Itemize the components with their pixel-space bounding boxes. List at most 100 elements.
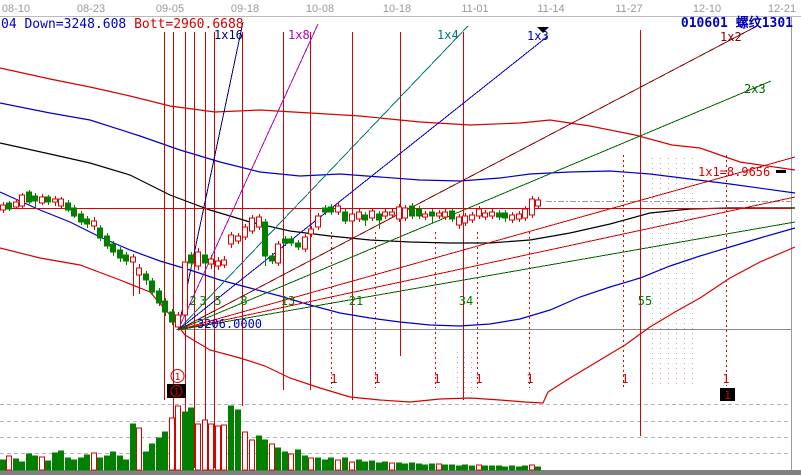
fan-label: 1x8 xyxy=(288,28,310,42)
candle xyxy=(104,235,110,247)
volume-bar xyxy=(315,457,321,471)
circled-one-marker[interactable] xyxy=(170,369,185,383)
candle xyxy=(288,238,294,244)
candle xyxy=(97,227,103,239)
candle xyxy=(32,195,38,202)
volume-bar xyxy=(117,455,123,471)
volume-bar xyxy=(516,466,522,471)
cycle-one-marker: 1 xyxy=(475,372,482,386)
volume-bar xyxy=(169,417,175,471)
volume-bar xyxy=(342,457,348,471)
candle xyxy=(342,211,348,222)
date-axis-label: 10-08 xyxy=(306,3,334,15)
volume-bar xyxy=(429,463,435,471)
candle xyxy=(449,210,455,220)
volume-bar xyxy=(242,431,248,471)
candle xyxy=(149,280,155,293)
fan-label: 1x1=8.9656 xyxy=(698,165,770,179)
volume-bar xyxy=(476,464,482,471)
fib-number: 21 xyxy=(349,294,363,308)
candle xyxy=(45,196,51,203)
candle xyxy=(175,314,181,328)
candle xyxy=(529,198,535,216)
date-axis-label: 08-23 xyxy=(77,3,105,15)
candle xyxy=(136,267,142,276)
volume-bar xyxy=(71,459,77,471)
candle xyxy=(71,207,77,217)
ma-line-upper-band xyxy=(0,67,796,171)
fib-number: 5 xyxy=(214,294,221,308)
candle xyxy=(26,191,32,203)
volume-bar xyxy=(52,452,58,471)
volume-bar xyxy=(26,453,32,471)
candle xyxy=(516,213,522,220)
fan-label: 2x3 xyxy=(744,82,766,96)
candle xyxy=(269,255,275,262)
candle xyxy=(162,300,168,313)
candle xyxy=(78,213,84,223)
candle xyxy=(389,211,395,216)
volume-bar xyxy=(195,423,201,471)
volume-bar xyxy=(302,455,308,471)
fan-label: 1x16 xyxy=(214,28,243,42)
svg-text:1: 1 xyxy=(174,388,179,398)
cycle-one-marker: 1 xyxy=(722,372,729,386)
candle xyxy=(462,215,468,224)
candle xyxy=(235,235,241,242)
candle xyxy=(476,208,482,217)
fan-label: 1x3 xyxy=(527,29,549,43)
volume-bar xyxy=(335,459,341,471)
top-triangle-marker[interactable] xyxy=(537,27,549,33)
candle xyxy=(39,196,45,204)
volume-bar xyxy=(356,459,362,471)
candle xyxy=(156,290,162,304)
volume-bar xyxy=(328,457,334,471)
fan-label: 1x2 xyxy=(720,30,742,44)
symbol-label: 010601 螺纹1301 xyxy=(680,16,793,31)
last-price-dash xyxy=(776,170,786,173)
candle xyxy=(436,212,442,217)
volume-bar xyxy=(97,457,103,471)
bottom-strip xyxy=(0,470,801,475)
candle xyxy=(369,210,375,219)
candle xyxy=(402,207,408,219)
candle xyxy=(335,205,341,213)
volume-bar xyxy=(202,419,208,471)
volume-bar xyxy=(362,461,368,471)
candle xyxy=(65,202,71,211)
date-axis-label: 11-01 xyxy=(461,3,488,15)
candle xyxy=(362,214,368,221)
candle xyxy=(322,207,328,213)
fib-number: 3 xyxy=(199,294,206,308)
volume-bar xyxy=(162,431,168,471)
volume-bar xyxy=(39,456,45,471)
candle xyxy=(182,261,188,316)
candle xyxy=(0,204,6,211)
candle xyxy=(169,311,175,323)
candle xyxy=(502,212,508,219)
volume-bar xyxy=(422,464,428,471)
info-line: 04 Down=3248.608 Bott=2960.6688 xyxy=(1,18,244,31)
date-axis-label: 09-05 xyxy=(156,3,184,15)
candle xyxy=(52,198,58,203)
svg-text:1: 1 xyxy=(174,372,180,383)
anchor-box-right[interactable] xyxy=(720,388,735,401)
candle xyxy=(422,213,428,218)
candle xyxy=(328,206,334,213)
candle xyxy=(489,211,495,217)
candle xyxy=(282,238,288,244)
fan-label: 1x4 xyxy=(437,28,459,42)
volume-bar xyxy=(269,443,275,471)
candle xyxy=(442,211,448,218)
volume-bar xyxy=(349,461,355,471)
volume-bar xyxy=(416,463,422,471)
ma-line-lower-mid xyxy=(0,191,796,327)
info-down-value: Down=3248.608 xyxy=(24,17,127,32)
volume-bar xyxy=(188,407,194,471)
date-axis-label: 12-10 xyxy=(693,3,721,15)
candle xyxy=(496,212,502,218)
info-bott-value: Bott=2960.6688 xyxy=(134,17,244,32)
candle xyxy=(110,243,116,253)
